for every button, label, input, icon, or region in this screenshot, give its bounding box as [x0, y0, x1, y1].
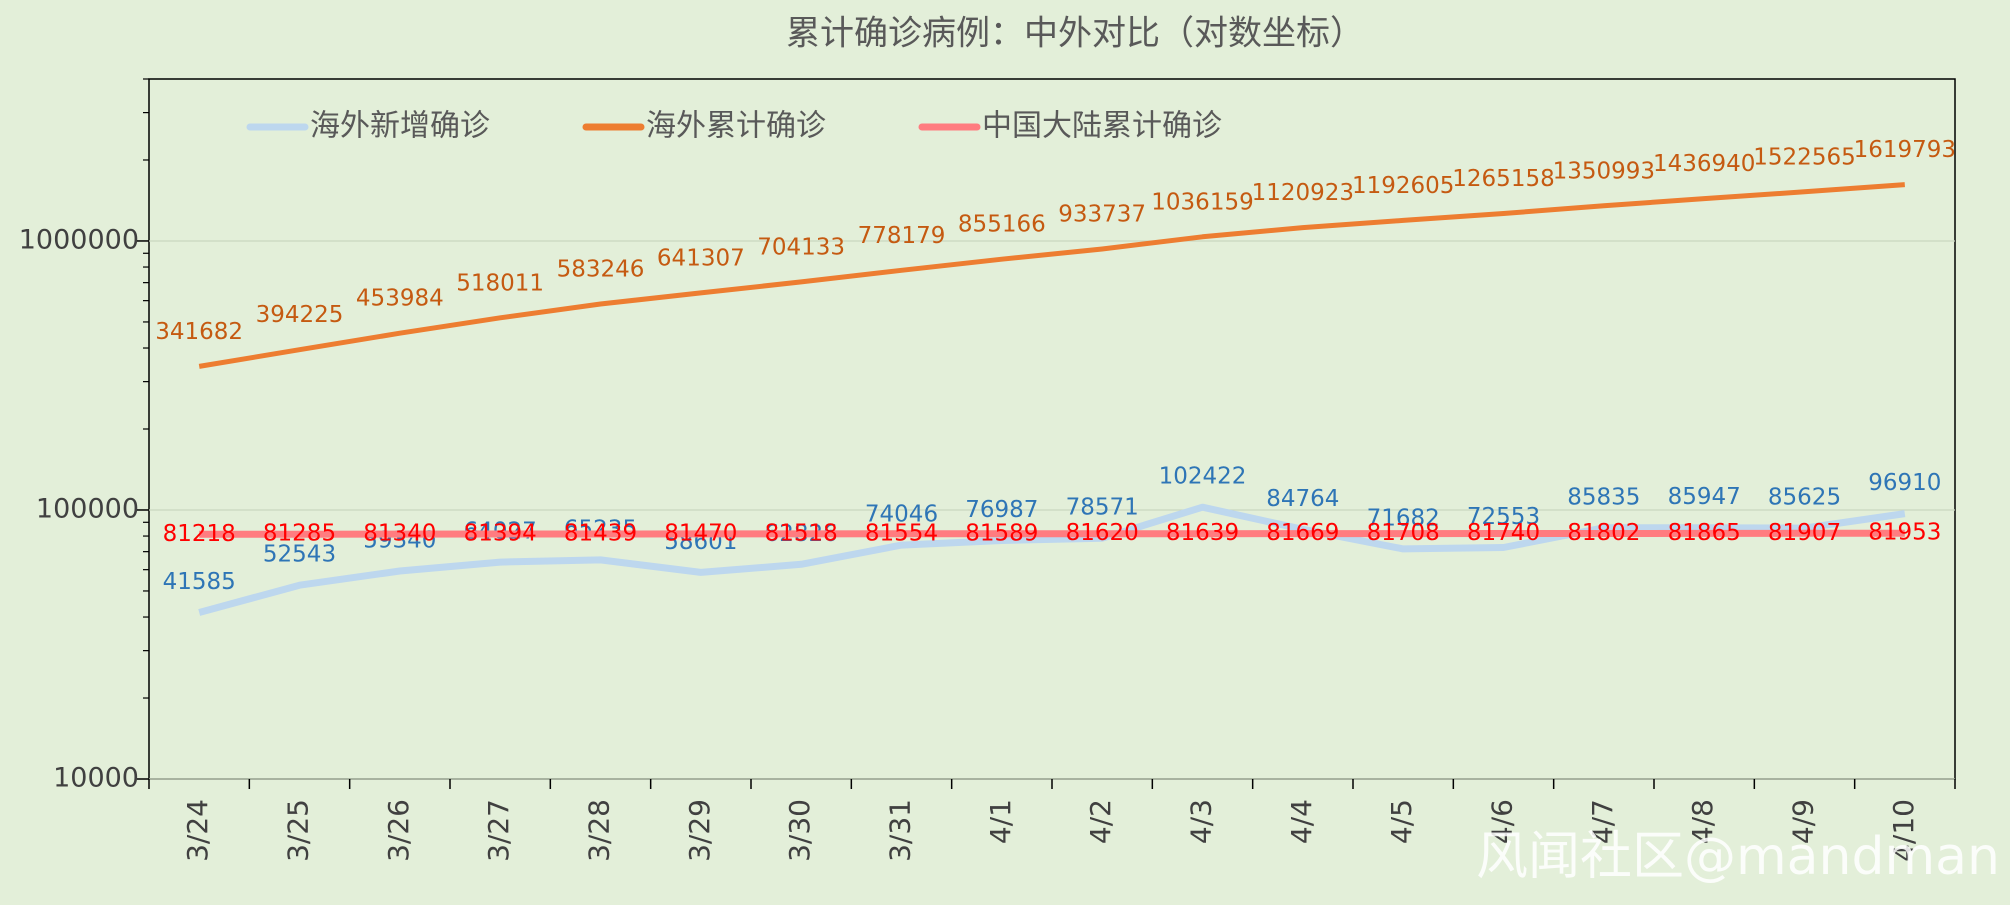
data-label: 1120923	[1252, 180, 1354, 206]
data-label: 81218	[163, 521, 236, 547]
data-label: 81639	[1166, 520, 1239, 546]
data-label: 933737	[1058, 201, 1146, 227]
data-label: 341682	[155, 319, 243, 345]
x-tick-label: 4/6	[1486, 799, 1519, 844]
data-label: 84764	[1266, 486, 1339, 512]
data-label: 1436940	[1653, 151, 1755, 177]
data-label: 518011	[456, 270, 544, 296]
x-tick-label: 4/10	[1887, 799, 1920, 862]
data-label: 81907	[1768, 520, 1841, 546]
data-label: 1522565	[1753, 144, 1855, 170]
legend-label: 中国大陆累计确诊	[982, 109, 1222, 144]
data-label: 453984	[356, 286, 444, 312]
x-tick-label: 4/2	[1084, 799, 1117, 844]
data-label: 81285	[263, 521, 336, 547]
data-label: 81802	[1567, 520, 1640, 546]
data-label: 394225	[256, 302, 344, 328]
data-label: 78571	[1066, 495, 1139, 521]
x-tick-label: 4/8	[1686, 799, 1719, 844]
x-tick-label: 4/3	[1185, 799, 1218, 844]
x-tick-label: 3/24	[181, 799, 214, 862]
y-tick-label: 100000	[36, 493, 139, 524]
data-label: 102422	[1159, 464, 1247, 490]
data-label: 1350993	[1553, 158, 1655, 184]
data-label: 81340	[363, 521, 436, 547]
data-label: 72553	[1467, 504, 1540, 530]
legend-label: 海外累计确诊	[646, 109, 826, 144]
data-label: 71682	[1367, 505, 1440, 531]
data-label: 41585	[163, 569, 236, 595]
data-label: 52543	[263, 542, 336, 568]
data-label: 81740	[1467, 520, 1540, 546]
watermark: 风闻社区@mandman	[1476, 827, 2000, 887]
x-tick-label: 3/25	[282, 799, 315, 862]
data-label: 1192605	[1352, 173, 1454, 199]
data-label: 65235	[564, 516, 637, 542]
data-label: 855166	[958, 212, 1046, 238]
data-label: 583246	[557, 256, 645, 282]
data-label: 1265158	[1452, 166, 1554, 192]
data-label: 81394	[464, 521, 537, 547]
data-label: 641307	[657, 245, 745, 271]
data-label: 81589	[965, 520, 1038, 546]
data-label: 704133	[757, 234, 845, 260]
data-label: 81708	[1367, 520, 1440, 546]
data-label: 85947	[1668, 484, 1741, 510]
legend-label: 海外新增确诊	[310, 109, 490, 144]
chart-title: 累计确诊病例：中外对比（对数坐标）	[786, 14, 1364, 54]
x-tick-label: 4/9	[1787, 799, 1820, 844]
data-label: 81865	[1668, 520, 1741, 546]
x-tick-label: 3/30	[783, 799, 816, 862]
data-label: 85625	[1768, 485, 1841, 511]
data-label: 76987	[965, 497, 1038, 523]
series-line	[198, 182, 1905, 369]
data-label: 96910	[1868, 470, 1941, 496]
data-label: 81439	[564, 520, 637, 546]
x-tick-label: 3/27	[482, 799, 515, 862]
y-tick-label: 1000000	[19, 224, 139, 255]
x-tick-label: 4/7	[1586, 799, 1619, 844]
data-label: 81554	[865, 520, 938, 546]
data-label: 81620	[1066, 520, 1139, 546]
data-label: 1036159	[1151, 189, 1253, 215]
data-label: 778179	[858, 223, 946, 249]
data-label: 1619793	[1854, 137, 1956, 163]
x-tick-label: 3/29	[683, 799, 716, 862]
x-tick-label: 4/1	[984, 799, 1017, 844]
series-line	[198, 503, 1906, 616]
data-label: 81953	[1868, 520, 1941, 546]
data-label: 81518	[765, 520, 838, 546]
x-tick-label: 4/5	[1385, 799, 1418, 844]
x-tick-label: 3/26	[382, 799, 415, 862]
data-label: 74046	[865, 502, 938, 528]
series-line	[199, 529, 1905, 538]
data-label: 85835	[1567, 484, 1640, 510]
y-tick-label: 10000	[53, 763, 139, 794]
data-label: 81669	[1266, 520, 1339, 546]
x-tick-label: 4/4	[1285, 799, 1318, 844]
x-tick-label: 3/31	[884, 799, 917, 862]
x-tick-label: 3/28	[583, 799, 616, 862]
data-label: 81470	[664, 520, 737, 546]
